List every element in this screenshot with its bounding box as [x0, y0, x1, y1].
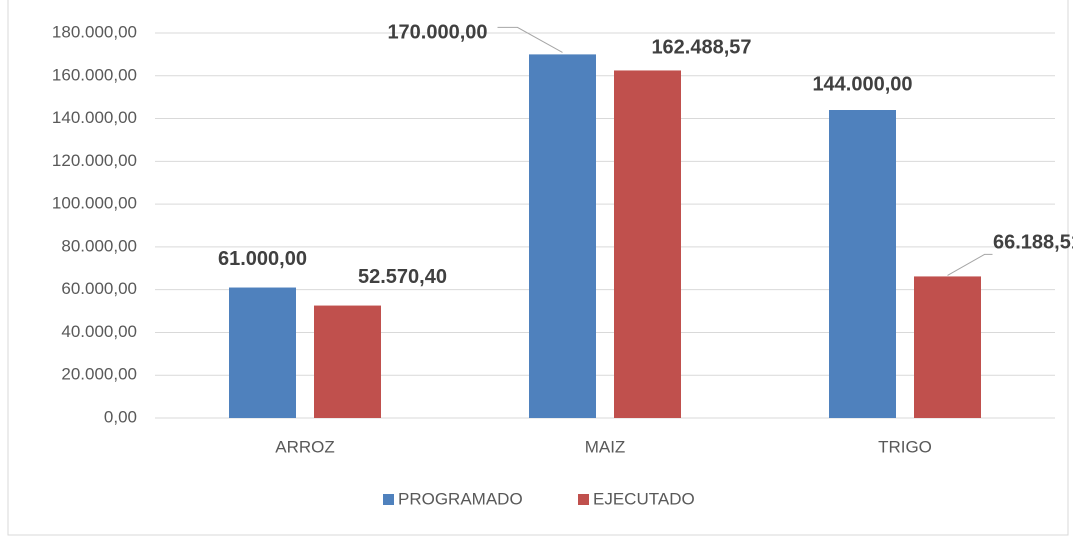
data-label: 162.488,57	[651, 37, 751, 59]
bar	[829, 110, 896, 418]
bar	[614, 70, 681, 418]
legend-label: EJECUTADO	[593, 489, 695, 508]
legend-swatch	[578, 494, 589, 505]
y-tick-label: 60.000,00	[61, 279, 137, 298]
x-tick-label: TRIGO	[878, 437, 932, 456]
legend-swatch	[383, 494, 394, 505]
data-label: 61.000,00	[218, 248, 307, 270]
data-label: 52.570,40	[358, 266, 447, 288]
bar	[314, 305, 381, 418]
bar	[914, 276, 981, 418]
y-tick-label: 40.000,00	[61, 322, 137, 341]
x-tick-label: ARROZ	[275, 437, 335, 456]
leader-line	[497, 26, 563, 53]
chart-frame	[7, 0, 1069, 536]
data-label: 66.188,51	[993, 232, 1073, 254]
y-tick-label: 180.000,00	[52, 22, 137, 41]
x-tick-label: MAIZ	[585, 437, 626, 456]
y-tick-label: 140.000,00	[52, 108, 137, 127]
y-tick-label: 0,00	[104, 407, 137, 426]
legend-label: PROGRAMADO	[398, 489, 523, 508]
y-tick-label: 100.000,00	[52, 194, 137, 213]
y-tick-label: 160.000,00	[52, 65, 137, 84]
y-tick-label: 120.000,00	[52, 151, 137, 170]
bar	[229, 287, 296, 418]
y-tick-label: 80.000,00	[61, 236, 137, 255]
y-tick-label: 20.000,00	[61, 365, 137, 384]
data-label: 144.000,00	[812, 73, 912, 95]
data-label: 170.000,00	[387, 22, 487, 44]
bar	[529, 54, 596, 419]
leader-line	[947, 253, 993, 276]
